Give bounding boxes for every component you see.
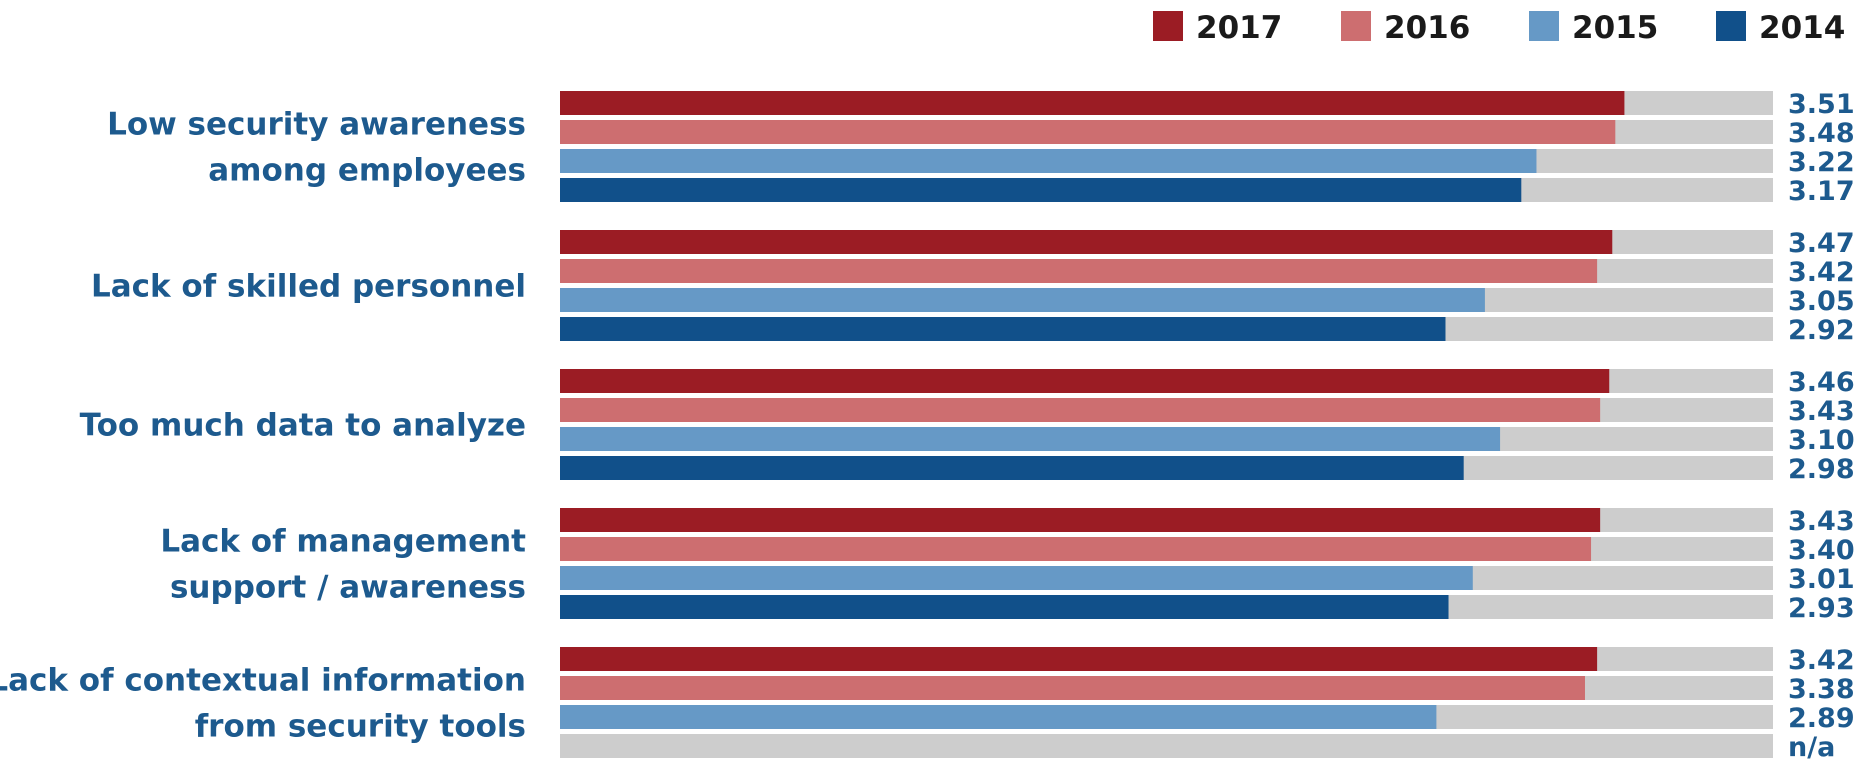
bar-2017: [560, 647, 1598, 671]
bar-2017: [560, 369, 1610, 393]
bar-track: [560, 734, 1773, 758]
category-label: Lack of contextual information: [0, 663, 526, 699]
value-label: 3.51: [1788, 89, 1855, 120]
legend: 2017 2016 2015 2014: [1153, 10, 1845, 46]
value-label: 3.48: [1788, 118, 1855, 149]
value-label: 2.89: [1788, 703, 1855, 734]
value-label: 3.42: [1788, 257, 1855, 288]
bar-2017: [560, 508, 1601, 532]
bar-2014: [560, 178, 1522, 202]
bar-2015: [560, 705, 1437, 729]
legend-swatch-2017: [1153, 11, 1183, 41]
bar-2014: [560, 317, 1446, 341]
legend-swatch-2014: [1716, 11, 1746, 41]
bar-2016: [560, 537, 1592, 561]
category-label: support / awareness: [170, 570, 526, 606]
legend-label-2014: 2014: [1759, 10, 1845, 46]
category-label: Too much data to analyze: [80, 408, 526, 444]
bar-2016: [560, 120, 1616, 144]
value-label: 2.98: [1788, 454, 1855, 485]
bar-2016: [560, 398, 1601, 422]
value-label: 3.46: [1788, 367, 1855, 398]
category-label: from security tools: [195, 709, 526, 745]
value-label: 2.93: [1788, 593, 1855, 624]
bar-2014: [560, 595, 1449, 619]
bar-2016: [560, 259, 1598, 283]
bar-2015: [560, 149, 1537, 173]
category-label: Low security awareness: [107, 107, 526, 143]
bar-2015: [560, 288, 1485, 312]
bar-2017: [560, 230, 1613, 254]
category-label: among employees: [208, 153, 526, 189]
legend-label-2016: 2016: [1384, 10, 1470, 46]
bar-2015: [560, 427, 1501, 451]
value-label: n/a: [1788, 732, 1835, 760]
value-label: 3.42: [1788, 645, 1855, 676]
value-label: 2.92: [1788, 315, 1855, 346]
bar-2017: [560, 91, 1625, 115]
bars: [560, 91, 1773, 758]
legend-swatch-2016: [1341, 11, 1371, 41]
value-label: 3.43: [1788, 506, 1855, 537]
value-label: 3.38: [1788, 674, 1855, 705]
value-label: 3.10: [1788, 425, 1855, 456]
legend-label-2015: 2015: [1572, 10, 1658, 46]
category-labels: Low security awareness among employees Lac…: [0, 107, 526, 745]
value-label: 3.05: [1788, 286, 1855, 317]
category-label: Lack of management: [160, 524, 526, 560]
value-label: 3.17: [1788, 176, 1855, 207]
value-label: 3.01: [1788, 564, 1855, 595]
category-label: Lack of skilled personnel: [91, 269, 526, 305]
value-labels: 3.513.483.223.173.473.423.052.923.463.43…: [1788, 89, 1855, 760]
bar-2016: [560, 676, 1585, 700]
value-label: 3.40: [1788, 535, 1855, 566]
value-label: 3.22: [1788, 147, 1855, 178]
bar-2014: [560, 456, 1464, 480]
value-label: 3.43: [1788, 396, 1855, 427]
bar-2015: [560, 566, 1473, 590]
legend-swatch-2015: [1529, 11, 1559, 41]
value-label: 3.47: [1788, 228, 1855, 259]
legend-label-2017: 2017: [1196, 10, 1282, 46]
